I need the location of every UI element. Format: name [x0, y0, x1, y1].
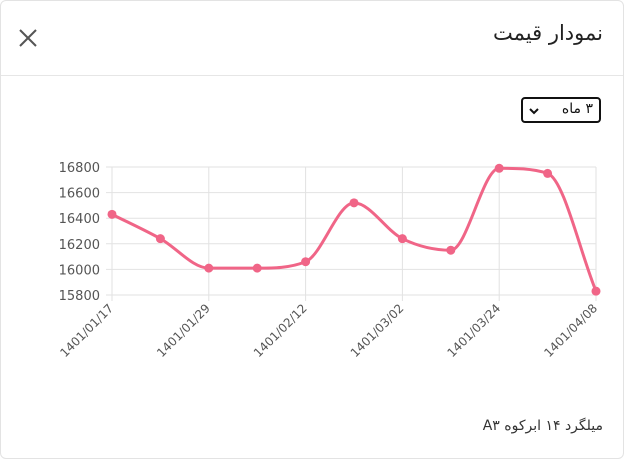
x-tick-label: 1401/03/02: [348, 301, 407, 360]
data-point: [155, 234, 165, 244]
close-icon: [19, 29, 37, 47]
y-tick-label: 16800: [59, 161, 100, 176]
data-point: [204, 263, 214, 273]
x-tick-label: 1401/01/29: [154, 301, 213, 360]
data-point: [349, 198, 359, 208]
x-tick-label: 1401/01/17: [57, 301, 116, 360]
data-point: [494, 163, 504, 173]
x-tick-label: 1401/03/24: [445, 301, 504, 360]
data-point: [543, 168, 553, 178]
chevron-down-icon: [529, 108, 539, 115]
data-point: [252, 263, 262, 273]
period-select[interactable]: ۳ ماه: [521, 97, 601, 123]
price-chart-svg: 15800 16000 16200 16400 16600 16800 1401/01/17…: [57, 161, 601, 360]
price-chart: 15800 16000 16200 16400 16600 16800 1401/01/17…: [1, 151, 624, 391]
series-line: [111, 166, 598, 292]
data-point: [107, 209, 117, 219]
data-point: [301, 257, 311, 267]
y-tick-label: 16000: [59, 263, 100, 278]
modal-header: نمودار قیمت: [1, 1, 623, 76]
period-select-value: ۳ ماه: [561, 101, 593, 117]
y-tick-label: 16600: [59, 187, 100, 202]
x-tick-label: 1401/04/08: [541, 301, 600, 360]
y-tick-label: 15800: [59, 289, 100, 304]
close-button[interactable]: [15, 25, 41, 51]
product-name: میلگرد ۱۴ ابرکوه A۳: [482, 418, 603, 434]
data-point: [591, 286, 601, 296]
x-tick-label: 1401/02/12: [251, 301, 310, 360]
modal-title: نمودار قیمت: [493, 21, 603, 45]
y-tick-label: 16400: [59, 212, 100, 227]
data-point: [446, 245, 456, 255]
y-tick-label: 16200: [59, 238, 100, 253]
data-point: [397, 234, 407, 244]
